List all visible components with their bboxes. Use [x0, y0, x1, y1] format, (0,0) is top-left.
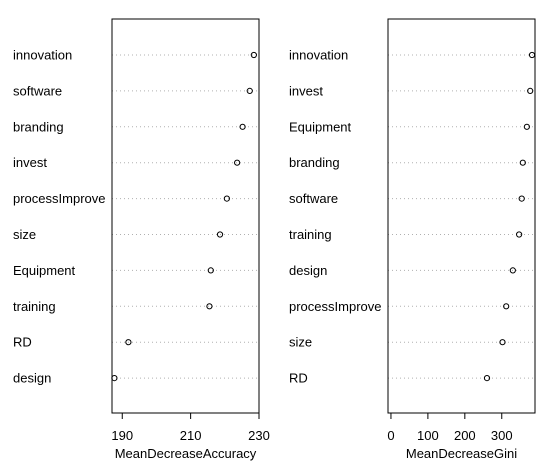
x-tick-label: 200: [454, 428, 476, 443]
point-branding: [519, 159, 526, 166]
x-tick-label: 100: [417, 428, 439, 443]
row-label-rd: RD: [13, 335, 32, 350]
row-label-innovation: innovation: [13, 48, 72, 63]
x-axis-label: MeanDecreaseAccuracy: [115, 446, 257, 461]
point-size: [499, 339, 506, 346]
panel-accuracy: innovation software branding invest processI…: [13, 18, 270, 461]
row-label-size: size: [289, 335, 312, 350]
point-software: [518, 195, 525, 202]
row-label-processimprove: processImprove: [13, 191, 105, 206]
x-tick-label: 230: [248, 428, 270, 443]
row-label-rd: RD: [289, 371, 308, 386]
point-branding: [239, 123, 246, 130]
point-invest: [234, 159, 241, 166]
point-training: [206, 303, 213, 310]
point-innovation: [250, 51, 257, 59]
point-software: [246, 87, 253, 95]
x-tick-label: 300: [491, 428, 513, 443]
plot-frame: [111, 18, 260, 414]
point-size: [216, 231, 224, 238]
row-label-software: software: [13, 83, 62, 98]
row-label-invest: invest: [289, 83, 323, 98]
x-axis-label: MeanDecreaseGini: [406, 446, 517, 461]
x-tick-label: 210: [180, 428, 202, 443]
point-equipment: [207, 267, 214, 274]
row-label-size: size: [13, 227, 36, 242]
row-label-equipment: Equipment: [13, 263, 76, 278]
point-processimprove: [223, 195, 230, 202]
row-label-design: design: [13, 371, 51, 386]
point-invest: [527, 87, 534, 95]
point-training: [516, 231, 523, 238]
row-label-training: training: [13, 299, 56, 314]
row-label-software: software: [289, 191, 338, 206]
row-label-equipment: Equipment: [289, 119, 352, 134]
point-rd: [125, 339, 132, 346]
x-tick-label: 190: [111, 428, 133, 443]
x-tick-label: 0: [387, 428, 394, 443]
row-label-design: design: [289, 263, 327, 278]
point-design: [509, 267, 516, 274]
point-equipment: [523, 123, 530, 130]
point-rd: [483, 375, 491, 382]
point-processimprove: [503, 303, 510, 310]
panel-gini: innovation invest Equipment branding softwar…: [289, 18, 536, 461]
row-label-training: training: [289, 227, 332, 242]
plot-frame: [387, 18, 536, 414]
row-label-branding: branding: [13, 119, 64, 134]
row-label-processimprove: processImprove: [289, 299, 381, 314]
row-label-invest: invest: [13, 155, 47, 170]
row-label-innovation: innovation: [289, 48, 348, 63]
row-label-branding: branding: [289, 155, 340, 170]
